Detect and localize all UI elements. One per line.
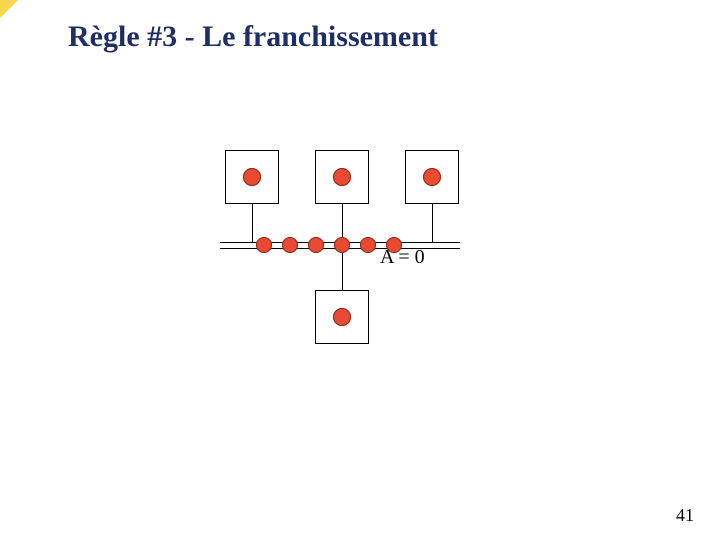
token-p3 [423, 168, 441, 186]
arc-top-p1 [252, 204, 253, 242]
barrier-token-1 [256, 237, 272, 253]
arc-bottom [342, 248, 343, 290]
transition-condition: A = 0 [380, 246, 425, 269]
barrier-token-3 [308, 237, 324, 253]
barrier-token-4 [334, 237, 350, 253]
token-p2 [333, 168, 351, 186]
barrier-token-5 [360, 237, 376, 253]
token-p4 [333, 308, 351, 326]
token-p1 [243, 168, 261, 186]
arc-top-p3 [432, 204, 433, 242]
barrier-token-2 [282, 237, 298, 253]
petri-net-diagram: A = 0 [210, 150, 510, 350]
page-number: 41 [676, 505, 694, 526]
slide-title: Règle #3 - Le franchissement [68, 20, 438, 54]
corner-accent [0, 0, 18, 18]
